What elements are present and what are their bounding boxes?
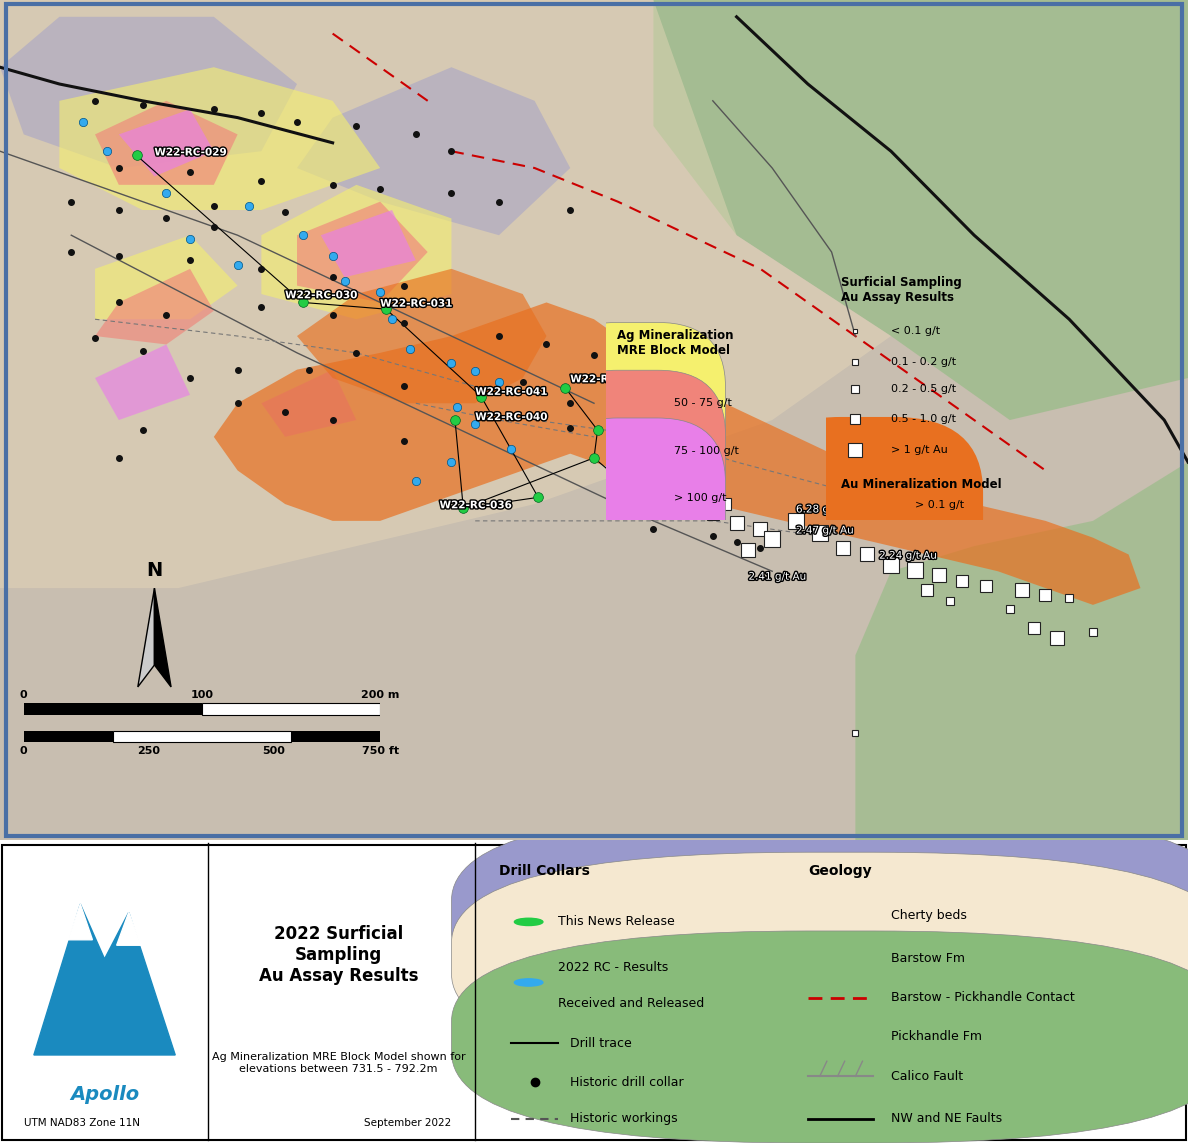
Polygon shape: [138, 589, 154, 687]
Bar: [202, 703, 380, 716]
Polygon shape: [297, 201, 428, 303]
Polygon shape: [95, 235, 238, 319]
Text: Au Mineralization Model: Au Mineralization Model: [840, 479, 1001, 491]
Text: 6.28 g/t Au: 6.28 g/t Au: [796, 504, 854, 514]
Circle shape: [514, 918, 543, 926]
Text: 0.2 - 0.5 g/t: 0.2 - 0.5 g/t: [891, 384, 956, 394]
Polygon shape: [59, 67, 380, 210]
Text: Ag Mineralization
MRE Block Model: Ag Mineralization MRE Block Model: [618, 329, 734, 357]
Text: > 0.1 g/t: > 0.1 g/t: [915, 499, 963, 510]
Bar: [113, 730, 291, 742]
Text: NW and NE Faults: NW and NE Faults: [891, 1112, 1003, 1125]
Text: W22-RC-038: W22-RC-038: [618, 421, 690, 431]
FancyBboxPatch shape: [549, 322, 726, 486]
Bar: [291, 730, 380, 742]
Polygon shape: [261, 185, 451, 319]
Text: Calico Fault: Calico Fault: [891, 1070, 963, 1082]
Polygon shape: [297, 269, 546, 403]
Text: W22-RC-029: W22-RC-029: [154, 147, 227, 158]
Text: Ag Mineralization MRE Block Model shown for
elevations between 731.5 - 792.2m: Ag Mineralization MRE Block Model shown …: [211, 1052, 466, 1073]
Text: Cherty beds: Cherty beds: [891, 910, 967, 922]
Text: 0.5 - 1.0 g/t: 0.5 - 1.0 g/t: [891, 415, 956, 424]
Polygon shape: [68, 904, 93, 940]
FancyBboxPatch shape: [751, 417, 982, 593]
FancyBboxPatch shape: [549, 370, 726, 533]
Text: 200 m: 200 m: [361, 690, 399, 700]
Polygon shape: [95, 269, 214, 344]
Circle shape: [514, 978, 543, 986]
Text: Pickhandle Fm: Pickhandle Fm: [891, 1031, 982, 1044]
Polygon shape: [0, 17, 297, 168]
Text: < 0.1 g/t: < 0.1 g/t: [891, 327, 940, 336]
Text: 50 - 75 g/t: 50 - 75 g/t: [674, 398, 732, 408]
Text: 250: 250: [137, 746, 160, 757]
Text: Apollo: Apollo: [70, 1086, 139, 1104]
Text: 75 - 100 g/t: 75 - 100 g/t: [674, 446, 739, 456]
Text: Historic workings: Historic workings: [570, 1112, 678, 1125]
Text: UTM NAD83 Zone 11N: UTM NAD83 Zone 11N: [24, 1118, 140, 1128]
Text: W22-RC-036: W22-RC-036: [440, 501, 512, 510]
Text: > 100 g/t: > 100 g/t: [674, 494, 726, 503]
Text: 500: 500: [261, 746, 285, 757]
Polygon shape: [855, 462, 1188, 840]
FancyBboxPatch shape: [451, 930, 1188, 1143]
Text: 2.47 g/t Au: 2.47 g/t Au: [796, 526, 854, 535]
Text: W22-RC-030: W22-RC-030: [285, 290, 358, 301]
Polygon shape: [214, 303, 1140, 605]
Text: 0: 0: [20, 746, 27, 757]
Polygon shape: [261, 369, 356, 437]
Text: W22-RC-039: W22-RC-039: [570, 374, 643, 384]
Polygon shape: [321, 210, 416, 278]
Polygon shape: [653, 0, 1188, 419]
Text: W22-RC-031: W22-RC-031: [380, 298, 453, 309]
Text: Surficial Sampling
Au Assay Results: Surficial Sampling Au Assay Results: [840, 277, 961, 304]
Polygon shape: [33, 904, 176, 1055]
Polygon shape: [297, 67, 570, 235]
FancyBboxPatch shape: [451, 809, 1188, 1022]
Text: This News Release: This News Release: [558, 916, 675, 928]
Polygon shape: [154, 589, 171, 687]
Text: Drill trace: Drill trace: [570, 1037, 632, 1049]
Text: N: N: [146, 561, 163, 580]
Text: Geology: Geology: [808, 864, 872, 878]
Text: Drill Collars: Drill Collars: [499, 864, 589, 878]
Bar: [24, 730, 113, 742]
Polygon shape: [95, 101, 238, 185]
Text: 2.24 g/t Au: 2.24 g/t Au: [879, 551, 937, 561]
Text: Received and Released: Received and Released: [558, 997, 704, 1010]
Polygon shape: [116, 912, 141, 945]
FancyBboxPatch shape: [549, 418, 726, 581]
Text: 2022 RC - Results: 2022 RC - Results: [558, 961, 669, 974]
FancyBboxPatch shape: [451, 853, 1188, 1064]
Text: Barstow - Pickhandle Contact: Barstow - Pickhandle Contact: [891, 991, 1075, 1004]
Text: 1.34 g/t Au: 1.34 g/t Au: [630, 483, 688, 494]
Polygon shape: [119, 110, 214, 176]
Text: W22-RC-037: W22-RC-037: [618, 450, 690, 459]
Text: > 1 g/t Au: > 1 g/t Au: [891, 445, 948, 455]
Polygon shape: [95, 344, 190, 419]
Text: Historic drill collar: Historic drill collar: [570, 1076, 684, 1089]
Text: W22-RC-040: W22-RC-040: [475, 413, 548, 422]
Bar: [24, 703, 202, 716]
Text: 0.1 - 0.2 g/t: 0.1 - 0.2 g/t: [891, 357, 956, 367]
Text: 100: 100: [190, 690, 214, 700]
Text: 750 ft: 750 ft: [361, 746, 399, 757]
Text: 0: 0: [20, 690, 27, 700]
Text: September 2022: September 2022: [365, 1118, 451, 1128]
Text: Barstow Fm: Barstow Fm: [891, 952, 965, 965]
Text: 2.41 g/t Au: 2.41 g/t Au: [748, 572, 807, 582]
Text: W22-RC-041: W22-RC-041: [475, 386, 548, 397]
Polygon shape: [0, 0, 891, 588]
Text: 2022 Surficial
Sampling
Au Assay Results: 2022 Surficial Sampling Au Assay Results: [259, 925, 418, 984]
